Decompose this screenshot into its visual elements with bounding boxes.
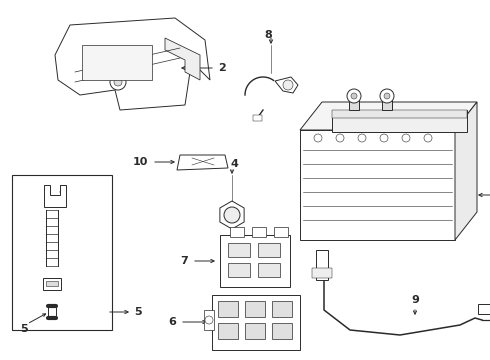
Text: 9: 9	[411, 295, 419, 305]
Bar	[332, 110, 467, 118]
Bar	[478, 304, 490, 314]
Circle shape	[351, 93, 357, 99]
Bar	[274, 227, 288, 237]
Bar	[46, 281, 58, 286]
Circle shape	[358, 134, 366, 142]
Circle shape	[380, 134, 388, 142]
Bar	[300, 130, 455, 240]
Circle shape	[336, 134, 344, 142]
Bar	[272, 301, 292, 317]
Circle shape	[110, 74, 126, 90]
Bar	[332, 110, 467, 132]
Polygon shape	[165, 38, 200, 80]
Text: 8: 8	[264, 30, 272, 40]
Polygon shape	[300, 102, 477, 130]
Text: 7: 7	[180, 256, 188, 266]
Bar	[252, 227, 266, 237]
Polygon shape	[220, 201, 244, 229]
Text: 4: 4	[230, 159, 238, 169]
Bar	[316, 250, 328, 280]
Bar	[230, 227, 244, 237]
Bar	[228, 263, 250, 277]
Bar	[349, 100, 359, 110]
Circle shape	[314, 134, 322, 142]
Polygon shape	[44, 185, 66, 207]
Text: 5: 5	[134, 307, 142, 317]
Bar	[272, 323, 292, 339]
Polygon shape	[275, 77, 298, 93]
Text: 6: 6	[168, 317, 176, 327]
Circle shape	[114, 78, 122, 86]
Circle shape	[283, 80, 293, 90]
Circle shape	[424, 134, 432, 142]
Polygon shape	[455, 102, 477, 240]
Bar	[245, 301, 265, 317]
Bar	[253, 115, 262, 121]
Bar	[245, 323, 265, 339]
Circle shape	[380, 89, 394, 103]
Text: 3: 3	[58, 185, 66, 195]
Circle shape	[224, 207, 240, 223]
Bar	[312, 268, 332, 278]
Text: 2: 2	[218, 63, 226, 73]
Bar	[204, 310, 214, 330]
Bar	[228, 243, 250, 257]
Text: 10: 10	[133, 157, 148, 167]
Bar	[220, 235, 290, 287]
Circle shape	[384, 93, 390, 99]
Bar	[218, 323, 238, 339]
Bar	[212, 295, 300, 350]
Polygon shape	[177, 155, 228, 170]
Bar	[258, 243, 280, 257]
Bar	[43, 278, 61, 290]
Bar	[12, 175, 112, 330]
Polygon shape	[55, 18, 210, 110]
Bar	[382, 100, 392, 110]
Bar	[82, 45, 152, 80]
Circle shape	[402, 134, 410, 142]
Bar	[218, 301, 238, 317]
Bar	[258, 263, 280, 277]
Text: 5: 5	[20, 324, 27, 334]
Circle shape	[205, 316, 213, 324]
Circle shape	[347, 89, 361, 103]
